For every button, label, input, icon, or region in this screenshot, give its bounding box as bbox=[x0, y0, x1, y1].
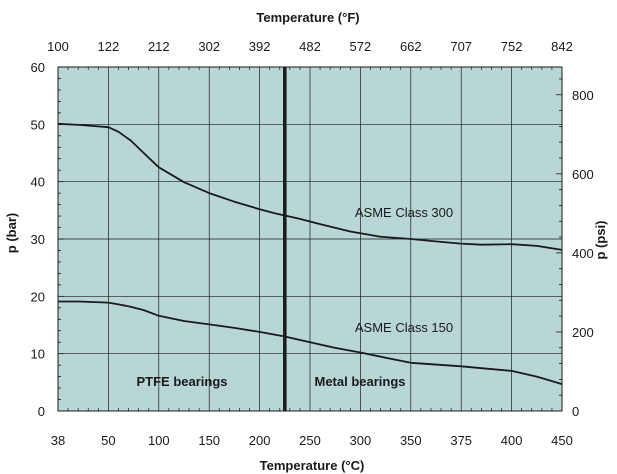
left-tick-label: 30 bbox=[31, 232, 45, 247]
top-tick-label: 302 bbox=[198, 39, 220, 54]
left-tick-label: 20 bbox=[31, 289, 45, 304]
top-tick-label: 572 bbox=[350, 39, 372, 54]
ptfe-bearings-label: PTFE bearings bbox=[136, 374, 227, 389]
bottom-tick-label: 300 bbox=[350, 433, 372, 448]
right-axis-title: p (psi) bbox=[593, 221, 608, 260]
top-tick-label: 707 bbox=[450, 39, 472, 54]
left-axis-title: p (bar) bbox=[4, 213, 19, 253]
left-tick-label: 40 bbox=[31, 175, 45, 190]
top-tick-label: 212 bbox=[148, 39, 170, 54]
class-150-label: ASME Class 150 bbox=[355, 320, 453, 335]
class-300-label: ASME Class 300 bbox=[355, 205, 453, 220]
top-axis-title: Temperature (°F) bbox=[256, 10, 359, 25]
right-tick-label: 600 bbox=[572, 167, 594, 182]
bottom-tick-label: 400 bbox=[501, 433, 523, 448]
bottom-tick-label: 250 bbox=[299, 433, 321, 448]
bottom-tick-label: 150 bbox=[198, 433, 220, 448]
right-tick-label: 800 bbox=[572, 88, 594, 103]
bottom-tick-label: 38 bbox=[51, 433, 65, 448]
bottom-tick-label: 100 bbox=[148, 433, 170, 448]
top-tick-label: 482 bbox=[299, 39, 321, 54]
top-tick-label: 392 bbox=[249, 39, 271, 54]
right-tick-label: 200 bbox=[572, 325, 594, 340]
right-tick-label: 0 bbox=[572, 404, 579, 419]
bottom-tick-label: 350 bbox=[400, 433, 422, 448]
bottom-tick-label: 50 bbox=[101, 433, 115, 448]
top-tick-label: 122 bbox=[98, 39, 120, 54]
left-tick-label: 60 bbox=[31, 60, 45, 75]
top-tick-label: 100 bbox=[47, 39, 69, 54]
left-tick-label: 10 bbox=[31, 347, 45, 362]
series-line-class-300 bbox=[57, 122, 563, 251]
top-tick-label: 752 bbox=[501, 39, 523, 54]
bottom-axis-title: Temperature (°C) bbox=[260, 458, 365, 473]
right-tick-label: 400 bbox=[572, 246, 594, 261]
series-line-class-150 bbox=[58, 300, 563, 385]
left-tick-label: 50 bbox=[31, 117, 45, 132]
bottom-tick-label: 375 bbox=[450, 433, 472, 448]
top-tick-label: 662 bbox=[400, 39, 422, 54]
top-tick-label: 842 bbox=[551, 39, 573, 54]
bottom-tick-label: 450 bbox=[551, 433, 573, 448]
left-tick-label: 0 bbox=[38, 404, 45, 419]
metal-bearings-label: Metal bearings bbox=[314, 374, 405, 389]
bottom-tick-label: 200 bbox=[249, 433, 271, 448]
